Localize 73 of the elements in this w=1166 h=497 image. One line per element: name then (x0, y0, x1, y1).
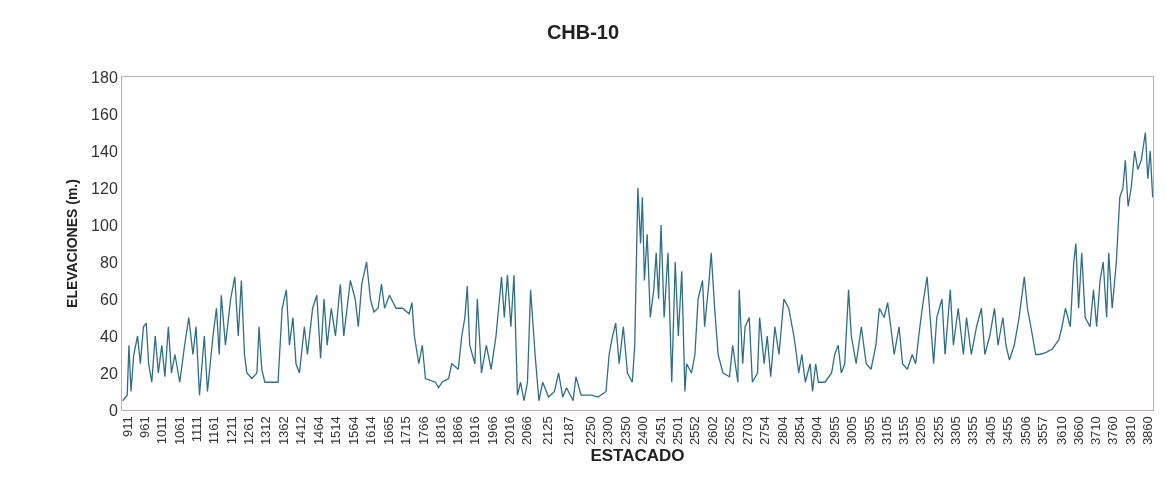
y-tick-label: 100 (91, 216, 118, 234)
x-tick-label: 1111 (188, 416, 204, 443)
x-tick-label: 3810 (1122, 416, 1138, 446)
x-tick-label: 1514 (328, 416, 344, 446)
line-series (122, 131, 1153, 402)
x-tick-label: 2350 (617, 416, 633, 446)
x-tick-label: 3205 (913, 416, 929, 446)
y-axis-title: ELEVACIONES (m.) (63, 179, 80, 308)
x-tick-label: 2451 (652, 416, 668, 446)
x-tick-label: 2400 (634, 416, 650, 446)
x-tick-label: 2501 (669, 416, 685, 446)
x-tick-label: 2300 (600, 416, 616, 446)
x-tick-label: 3760 (1105, 416, 1121, 446)
x-tick-label: 3355 (965, 416, 981, 446)
x-tick-label: 3305 (948, 416, 964, 446)
x-tick-label: 1011 (154, 416, 170, 445)
x-tick-label: 1261 (240, 416, 256, 446)
x-tick-label: 2754 (757, 416, 773, 446)
y-tick-label: 20 (100, 364, 118, 382)
x-tick-label: 1312 (258, 416, 274, 446)
x-tick-label: 2250 (583, 416, 599, 446)
x-tick-label: 1614 (362, 416, 378, 446)
x-tick-label: 3455 (999, 416, 1015, 446)
x-tick-label: 1362 (275, 416, 291, 446)
x-tick-label: 3255 (930, 416, 946, 446)
x-tick-label: 3660 (1070, 416, 1086, 446)
y-tick-label: 60 (100, 290, 118, 308)
x-tick-label: 2602 (704, 416, 720, 446)
x-tick-label: 1766 (415, 416, 431, 446)
y-tick-label: 140 (91, 142, 118, 160)
x-tick-label: 1966 (484, 416, 500, 446)
x-tick-label: 1161 (206, 416, 222, 445)
x-tick-label: 3055 (861, 416, 877, 446)
y-tick-label: 160 (91, 105, 118, 123)
x-tick-label: 2652 (722, 416, 738, 446)
x-tick-label: 3005 (844, 416, 860, 446)
y-tick-label: 80 (100, 253, 118, 271)
x-tick-label: 3105 (878, 416, 894, 446)
x-tick-label: 3710 (1088, 416, 1104, 446)
x-tick-label: 2854 (791, 416, 807, 446)
x-tick-label: 1665 (380, 416, 396, 446)
x-tick-label: 1412 (293, 416, 309, 446)
x-tick-label: 2703 (739, 416, 755, 446)
x-tick-label: 2552 (687, 416, 703, 446)
y-tick-label: 120 (91, 179, 118, 197)
x-tick-label: 3405 (982, 416, 998, 446)
x-tick-label: 1564 (345, 416, 361, 446)
x-tick-label: 961 (137, 416, 153, 438)
chart-title: CHB-10 (546, 20, 620, 43)
y-tick-label: 40 (100, 327, 118, 345)
x-tick-label: 1211 (223, 416, 239, 445)
x-tick-label: 1715 (397, 416, 413, 446)
x-tick-label: 2066 (519, 416, 535, 446)
x-tick-label: 911 (119, 416, 135, 437)
x-tick-label: 1816 (432, 416, 448, 446)
x-tick-label: 2955 (826, 416, 842, 446)
x-tick-label: 2187 (561, 416, 577, 446)
x-tick-label: 3860 (1140, 416, 1156, 446)
x-tick-label: 3610 (1053, 416, 1069, 446)
x-tick-label: 1061 (171, 416, 187, 446)
x-tick-label: 3506 (1017, 416, 1033, 446)
x-tick-label: 1916 (467, 416, 483, 446)
x-tick-label: 2125 (539, 416, 555, 446)
x-tick-label: 3557 (1035, 416, 1051, 446)
x-tick-label: 2904 (809, 416, 825, 446)
x-tick-label: 1464 (311, 416, 327, 446)
x-axis-title: ESTACADO (590, 445, 685, 465)
x-tick-label: 1866 (450, 416, 466, 446)
x-tick-label: 2016 (502, 416, 518, 446)
y-tick-label: 0 (108, 401, 118, 419)
x-tick-label: 3155 (896, 416, 912, 446)
x-tick-label: 2804 (774, 416, 790, 446)
y-tick-label: 180 (91, 68, 118, 86)
